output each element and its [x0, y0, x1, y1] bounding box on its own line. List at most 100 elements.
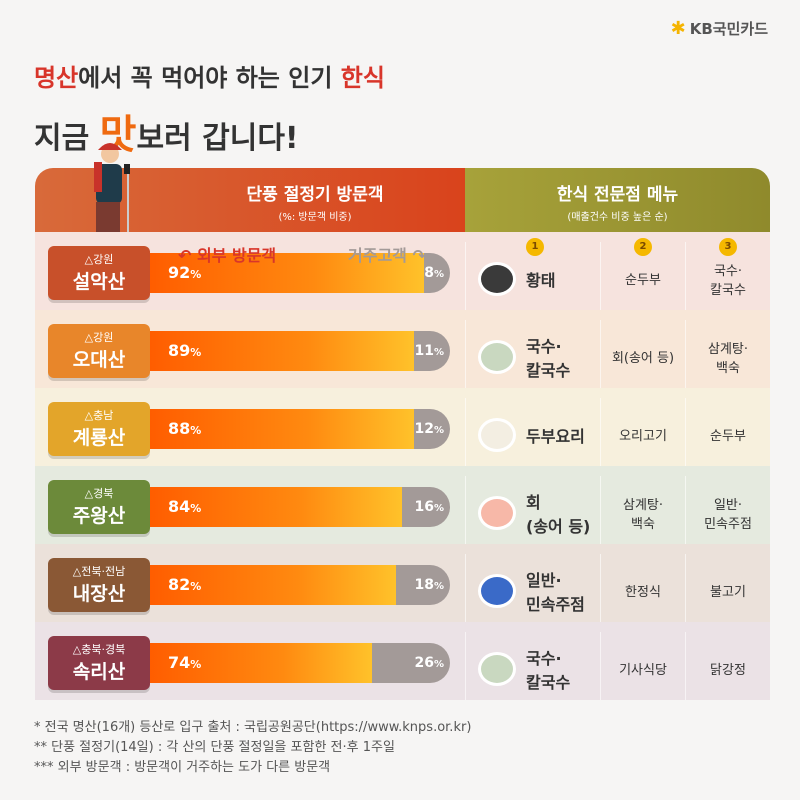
bar-external: 82%	[150, 565, 396, 605]
menu-rank-1: 두부요리	[465, 398, 600, 466]
left-header-title: 단풍 절정기 방문객	[246, 185, 384, 205]
footnotes: * 전국 명산(16개) 등산로 입구 출처 : 국립공원공단(https://…	[34, 718, 471, 778]
menu-rank-2: 기사식당	[600, 632, 685, 700]
bar-resident: 12%	[414, 409, 450, 449]
bar-external: 88%	[150, 409, 414, 449]
mountain-label: △강원 설악산	[48, 246, 150, 300]
bar-external: 74%	[150, 643, 372, 683]
menu-rank-3: 순두부	[685, 398, 770, 466]
menu-text: 닭강정	[710, 663, 746, 678]
menu-text: 일반· 민속주점	[526, 570, 585, 614]
mountain-icon: △	[84, 253, 94, 266]
menu-text: 오리고기	[619, 429, 667, 444]
menu-text: 불고기	[710, 585, 746, 600]
region-text: 전북·전남	[81, 565, 126, 578]
mountain-name: 주왕산	[72, 505, 126, 527]
bar-resident: 26%	[372, 643, 450, 683]
mountain-name: 속리산	[72, 661, 126, 683]
curve-arrow-icon: ↶	[178, 246, 197, 265]
menu-rank-3: 삼계탕· 백숙	[685, 320, 770, 388]
bar-external: 89%	[150, 331, 415, 371]
stacked-bar: 84% 16%	[150, 487, 450, 527]
menu-text: 회 (송어 등)	[526, 492, 591, 536]
legend-resident-label: 거주고객	[348, 246, 407, 265]
rank-3-medal-icon: 3	[719, 238, 737, 256]
menu-text: 두부요리	[526, 426, 585, 446]
region-text: 강원	[93, 253, 114, 266]
resident-value: 11	[414, 343, 434, 359]
menu-rank-3: 닭강정	[685, 632, 770, 700]
mountain-label: △강원 오대산	[48, 324, 150, 378]
resident-value: 16	[414, 499, 434, 515]
mountain-label: △경북 주왕산	[48, 480, 150, 534]
footnote: * 전국 명산(16개) 등산로 입구 출처 : 국립공원공단(https://…	[34, 720, 472, 735]
region-label: △전북·전남	[48, 563, 150, 579]
legend-resident: 거주고객 ↷	[348, 242, 426, 266]
mountain-icon: △	[72, 643, 82, 656]
mountain-icon: △	[84, 487, 94, 500]
title-highlight: 한식	[340, 64, 385, 92]
region-label: △강원	[48, 329, 150, 345]
brand-name: KB국민카드	[689, 20, 768, 38]
mountain-row: △충남 계룡산 88% 12% 두부요리 오리고기 순두부	[35, 388, 770, 466]
menu-text: 일반· 민속주점	[704, 497, 752, 532]
legend-external-label: 외부 방문객	[196, 246, 277, 265]
stacked-bar: 74% 26%	[150, 643, 450, 683]
right-header-title: 한식 전문점 메뉴	[556, 185, 679, 205]
resident-value: 12	[414, 421, 434, 437]
left-header-subtitle: (%: 방문객 비중)	[278, 212, 352, 223]
menu-rank-3: 일반· 민속주점	[685, 476, 770, 544]
mountain-name: 계룡산	[72, 427, 126, 449]
menu-rank-1: 국수· 칼국수	[465, 320, 600, 388]
menu-text: 황태	[526, 270, 556, 290]
footnote: *** 외부 방문객 : 방문객이 거주하는 도가 다른 방문객	[34, 760, 331, 775]
mountain-icon: △	[72, 565, 82, 578]
menu-rank-2: 회(송어 등)	[600, 320, 685, 388]
sashimi-icon	[478, 495, 516, 530]
bar-resident: 18%	[396, 565, 450, 605]
mountain-label: △전북·전남 내장산	[48, 558, 150, 612]
menu-text: 삼계탕· 백숙	[707, 341, 748, 376]
menu-text: 삼계탕· 백숙	[622, 497, 663, 532]
menu-rank-2: 오리고기	[600, 398, 685, 466]
menu-text: 순두부	[625, 273, 661, 288]
title-line-1: 명산에서 꼭 먹어야 하는 인기 한식	[34, 58, 385, 93]
bar-resident: 16%	[402, 487, 450, 527]
stacked-bar: 88% 12%	[150, 409, 450, 449]
tofu-icon	[478, 417, 516, 452]
menu-text: 한정식	[625, 585, 661, 600]
star-logo-icon: ✱	[670, 18, 686, 39]
resident-value: 8	[424, 265, 434, 281]
region-label: △강원	[48, 251, 150, 267]
bar-resident: 11%	[414, 331, 450, 371]
mountain-name: 오대산	[72, 349, 126, 371]
region-label: △충남	[48, 407, 150, 423]
mountain-icon: △	[84, 409, 94, 422]
external-value: 84	[168, 497, 191, 516]
right-header-subtitle: (매출건수 비중 높은 순)	[567, 212, 668, 223]
stacked-bar: 89% 11%	[150, 331, 450, 371]
menu-text: 회(송어 등)	[611, 351, 675, 366]
menu-text: 국수· 칼국수	[526, 336, 571, 380]
mountain-row: △전북·전남 내장산 82% 18% 일반· 민속주점 한정식 불고기	[35, 544, 770, 622]
menu-rank-3: 불고기	[685, 554, 770, 622]
title-line-2: 지금 맛보러 갑니다!	[34, 102, 299, 160]
menu-rank-1: 일반· 민속주점	[465, 554, 600, 622]
menu-rank-1: 국수· 칼국수	[465, 632, 600, 700]
menu-text: 국수· 칼국수	[710, 263, 746, 298]
external-value: 74	[168, 653, 191, 672]
legend-external: ↶ 외부 방문객	[178, 242, 276, 266]
title-text: 보러 갑니다!	[136, 121, 299, 156]
right-header: 한식 전문점 메뉴 (매출건수 비중 높은 순)	[465, 168, 770, 232]
stacked-bar: 82% 18%	[150, 565, 450, 605]
resident-value: 26	[414, 655, 434, 671]
region-text: 강원	[93, 331, 114, 344]
menu-rank-1: 회 (송어 등)	[465, 476, 600, 544]
mountain-row: △경북 주왕산 84% 16% 회 (송어 등) 삼계탕· 백숙 일반· 민속주…	[35, 466, 770, 544]
menu-rank-2: 삼계탕· 백숙	[600, 476, 685, 544]
menu-text: 국수· 칼국수	[526, 648, 571, 692]
bar-external: 92%	[150, 253, 425, 293]
region-text: 충북·경북	[81, 643, 126, 656]
mountain-icon: △	[84, 331, 94, 344]
mountain-label: △충북·경북 속리산	[48, 636, 150, 690]
